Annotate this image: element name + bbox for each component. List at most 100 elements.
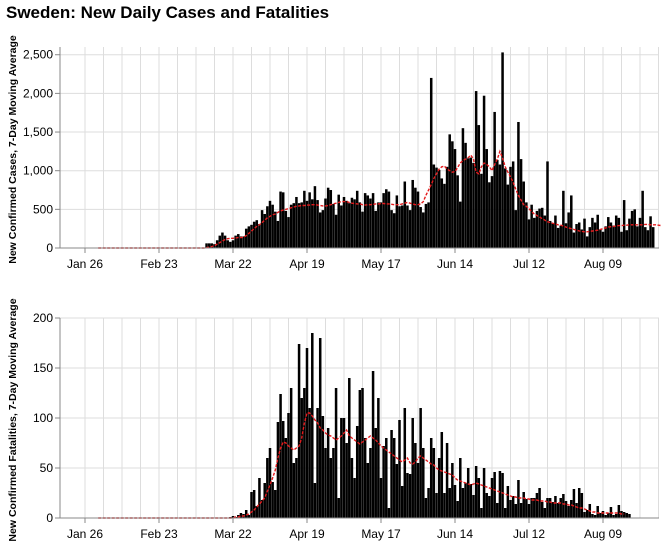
bar	[630, 210, 634, 248]
bar	[585, 510, 589, 518]
x-tick-label: Jan 26	[67, 257, 103, 271]
y-axis-title: New Confirmed Fatalities, 7-Day Moving A…	[7, 298, 19, 541]
bar	[382, 193, 385, 248]
bar	[546, 498, 549, 518]
bar	[237, 234, 240, 248]
bar	[543, 508, 547, 518]
bar	[530, 498, 533, 518]
bar	[258, 478, 261, 518]
bar	[284, 438, 288, 518]
bar	[575, 224, 578, 248]
bar	[374, 428, 377, 518]
bar	[443, 493, 446, 518]
bar	[414, 443, 417, 518]
bar	[472, 162, 475, 248]
bar	[382, 446, 385, 518]
bar	[564, 501, 568, 518]
x-tick-label: Jul 12	[513, 527, 545, 541]
bar	[625, 513, 629, 518]
bar	[583, 512, 586, 518]
bar	[340, 418, 343, 518]
bar	[205, 243, 208, 248]
bar	[506, 486, 510, 518]
bar	[313, 483, 317, 518]
bar	[400, 205, 404, 248]
bar	[511, 161, 515, 248]
bar	[588, 227, 592, 248]
bar	[300, 398, 303, 518]
bar	[303, 388, 306, 518]
bar	[400, 486, 404, 518]
x-tick-label: Jan 26	[67, 527, 103, 541]
bar	[250, 224, 253, 248]
bar	[379, 478, 383, 518]
bar	[287, 217, 290, 248]
bar	[506, 184, 510, 248]
bar	[437, 458, 441, 518]
bar	[321, 416, 325, 518]
x-tick-label: Feb 23	[140, 527, 178, 541]
bar	[554, 496, 557, 518]
y-tick-label: 150	[33, 361, 53, 375]
bar	[276, 422, 280, 518]
y-tick-label: 100	[33, 411, 53, 425]
bar	[622, 200, 626, 248]
bar	[408, 474, 412, 518]
bar	[213, 244, 216, 248]
bar	[435, 493, 438, 518]
bar	[271, 482, 274, 518]
bar	[366, 195, 370, 248]
bar	[260, 500, 264, 518]
bar	[445, 166, 449, 248]
bar	[601, 231, 605, 248]
bar	[297, 344, 301, 518]
bar	[628, 514, 631, 518]
bar	[593, 222, 597, 248]
bar	[247, 226, 251, 248]
bar	[517, 480, 520, 518]
bar	[252, 490, 256, 518]
bar	[374, 210, 377, 248]
bar	[342, 196, 346, 248]
x-tick-label: May 17	[361, 257, 401, 271]
bar	[562, 190, 565, 248]
bar	[464, 142, 467, 248]
bar	[591, 217, 594, 248]
bar	[493, 111, 496, 248]
bar	[599, 513, 602, 518]
bar	[440, 178, 444, 248]
x-tick-label: May 17	[361, 527, 401, 541]
bar	[466, 158, 470, 248]
bar	[263, 483, 266, 518]
bar	[210, 243, 214, 248]
bar	[445, 443, 449, 518]
x-tick-label: Mar 22	[214, 527, 252, 541]
bar	[585, 236, 589, 248]
y-tick-label: 200	[33, 311, 53, 325]
bar	[387, 191, 391, 248]
bar	[493, 472, 496, 518]
bar	[488, 496, 491, 518]
x-tick-label: Mar 22	[214, 257, 252, 271]
bar	[514, 504, 518, 518]
bar	[567, 506, 570, 518]
x-tick-label: Feb 23	[140, 257, 178, 271]
bar	[345, 443, 348, 518]
bar	[593, 515, 597, 518]
bar	[429, 77, 433, 248]
bar	[540, 502, 544, 518]
bar	[432, 448, 436, 518]
bar	[358, 390, 362, 518]
bar	[625, 230, 629, 248]
bar	[546, 161, 549, 248]
bar	[554, 215, 557, 248]
bar	[419, 207, 422, 248]
bar	[617, 217, 621, 248]
bar	[622, 512, 626, 518]
bar	[231, 516, 235, 518]
bar	[501, 52, 504, 249]
bar	[498, 164, 502, 248]
bar	[427, 488, 430, 518]
bar	[485, 149, 488, 248]
